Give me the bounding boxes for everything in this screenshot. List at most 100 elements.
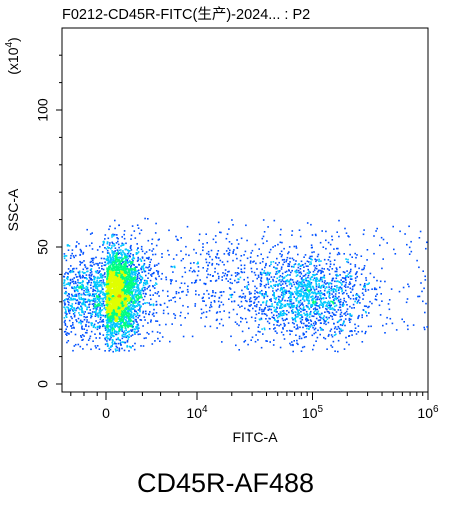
event-dot — [364, 290, 367, 292]
event-dot — [118, 280, 120, 283]
event-dot — [116, 312, 118, 315]
event-dot — [110, 336, 112, 339]
event-dot — [338, 286, 340, 289]
event-dot — [268, 322, 271, 325]
event-dot — [114, 282, 117, 285]
event-dot — [306, 324, 308, 327]
event-dot — [123, 263, 125, 266]
event-dot — [131, 293, 133, 295]
event-dot — [132, 345, 134, 347]
event-dot — [110, 282, 112, 284]
event-dot — [295, 245, 297, 248]
event-dot — [95, 313, 97, 315]
event-dot — [268, 286, 270, 289]
event-dot — [315, 282, 317, 285]
event-dot — [254, 292, 256, 295]
event-dot — [120, 315, 123, 318]
event-dot — [105, 336, 107, 339]
event-dot — [89, 309, 91, 311]
event-dot — [286, 330, 288, 332]
event-dot — [281, 287, 283, 290]
event-dot — [126, 296, 128, 299]
event-dot — [282, 263, 284, 266]
event-dot — [307, 290, 309, 292]
event-dot — [94, 301, 96, 303]
event-dot — [106, 289, 108, 292]
event-dot — [119, 287, 121, 290]
event-dot — [332, 296, 334, 298]
event-dot — [276, 332, 278, 334]
event-dot — [85, 277, 87, 279]
event-dot — [63, 321, 66, 323]
event-dot — [119, 265, 122, 267]
event-dot — [109, 242, 111, 244]
event-dot — [318, 313, 320, 315]
event-dot — [133, 289, 135, 291]
event-dot — [81, 307, 83, 310]
event-dot — [354, 264, 357, 266]
event-dot — [281, 241, 283, 244]
event-dot — [139, 293, 141, 296]
event-dot — [78, 307, 80, 310]
event-dot — [341, 277, 344, 279]
event-dot — [395, 329, 398, 331]
event-dot — [116, 269, 119, 271]
event-dot — [78, 242, 80, 245]
event-dot — [119, 309, 122, 311]
event-dot — [345, 314, 347, 317]
event-dot — [63, 257, 66, 260]
event-dot — [134, 266, 137, 268]
event-dot — [299, 314, 301, 316]
event-dot — [84, 277, 86, 279]
event-dot — [115, 284, 118, 286]
event-dot — [112, 266, 114, 268]
event-dot — [293, 283, 296, 286]
event-dot — [290, 305, 293, 308]
event-dot — [104, 272, 106, 274]
event-dot — [279, 323, 282, 326]
event-dot — [111, 289, 113, 291]
event-dot — [95, 256, 97, 259]
event-dot — [106, 274, 109, 277]
event-dot — [63, 287, 66, 289]
event-dot — [320, 271, 323, 274]
event-dot — [364, 310, 367, 313]
event-dot — [121, 290, 123, 292]
event-dot — [91, 313, 94, 315]
event-dot — [102, 293, 104, 296]
event-dot — [312, 315, 315, 318]
event-dot — [112, 251, 115, 254]
event-dot — [322, 316, 325, 319]
event-dot — [303, 266, 305, 268]
event-dot — [130, 313, 132, 315]
event-dot — [103, 257, 105, 260]
event-dot — [119, 305, 122, 308]
event-dot — [121, 306, 124, 308]
event-dot — [142, 292, 145, 295]
event-dot — [151, 313, 154, 316]
event-dot — [121, 282, 124, 285]
event-dot — [122, 288, 125, 291]
event-dot — [309, 255, 312, 258]
event-dot — [272, 314, 275, 316]
event-dot — [291, 279, 294, 281]
event-dot — [322, 246, 325, 248]
event-dot — [127, 257, 130, 260]
event-dot — [113, 267, 115, 270]
event-dot — [116, 299, 119, 301]
event-dot — [308, 307, 311, 310]
event-dot — [116, 317, 119, 319]
event-dot — [275, 311, 277, 313]
event-dot — [96, 308, 98, 310]
event-dot — [120, 308, 122, 310]
event-dot — [334, 326, 337, 328]
event-dot — [272, 316, 275, 319]
event-dot — [302, 291, 304, 293]
event-dot — [117, 291, 120, 294]
event-dot — [357, 299, 360, 301]
event-dot — [118, 261, 120, 264]
event-dot — [125, 263, 127, 265]
event-dot — [87, 282, 89, 284]
event-dot — [155, 320, 157, 322]
event-dot — [359, 283, 362, 286]
